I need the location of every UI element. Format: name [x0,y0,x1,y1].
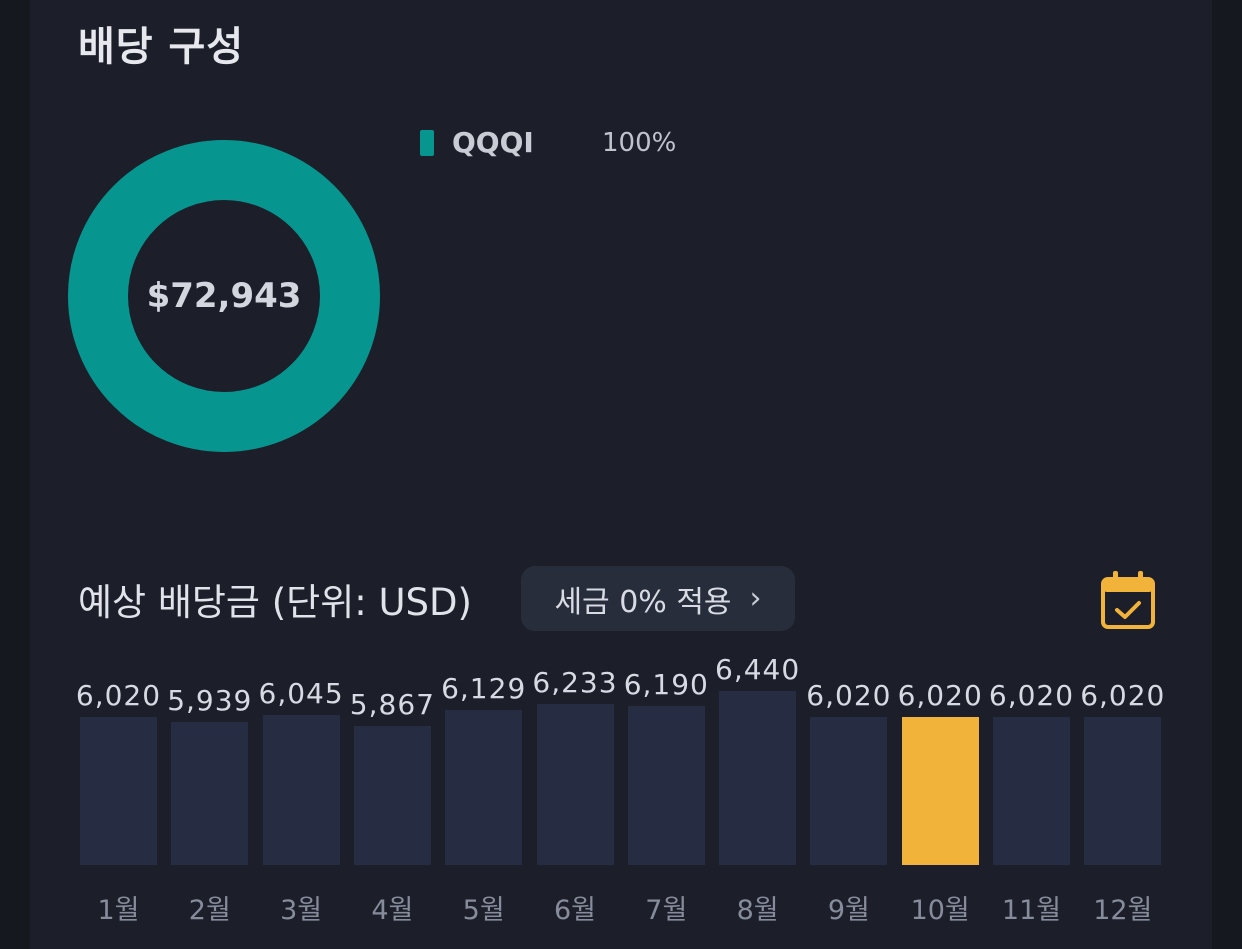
bar-6[interactable] [536,703,614,865]
bar-10[interactable] [901,717,979,865]
month-label: 8월 [736,895,779,926]
bar-12[interactable] [1084,717,1162,865]
bar-5[interactable] [445,710,523,865]
month-label: 9월 [827,895,870,926]
estimate-title: 예상 배당금 (단위: USD) [78,581,472,624]
legend-item: QQQI 100% [420,126,676,159]
bar-value-label: 6,233 [532,665,618,699]
legend-name: QQQI [452,126,534,159]
composition-title: 배당 구성 [78,24,245,70]
month-label: 1월 [97,895,140,926]
month-label: 4월 [371,895,414,926]
bar-value-label: 5,939 [167,684,253,718]
bar-value-label: 6,020 [75,679,162,712]
tax-apply-button[interactable]: 세금 0% 적용 › [521,566,795,631]
chevron-right-icon: › [749,581,762,616]
legend-percent: 100% [602,127,677,158]
bar-value-label: 5,867 [349,688,435,722]
bar-7[interactable] [627,706,705,865]
bar-4[interactable] [353,726,431,865]
month-label: 11월 [1001,895,1062,926]
bar-2[interactable] [171,722,249,865]
bar-value-label: 6,020 [806,679,892,712]
monthly-bar-chart: 6,020 1월 5,939 2월 6,045 3월 5,867 4월 6,129 5월 6,233… [30,0,1212,949]
month-label: 2월 [188,895,231,926]
bar-8[interactable] [719,690,797,865]
month-label: 6월 [553,895,597,926]
tax-button-label: 세금 0% 적용 [554,584,732,620]
bar-value-label: 6,020 [897,679,983,712]
bar-value-label: 6,045 [258,677,344,711]
dividend-card: 배당 구성 $72,943 QQQI 100% 예상 배당금 (단위: USD)… [30,0,1212,949]
bar-9[interactable] [810,717,888,865]
month-label: 3월 [280,895,323,926]
donut-chart[interactable]: $72,943 [68,140,380,452]
calendar-check-icon[interactable] [1100,571,1156,631]
donut-ring [68,140,380,452]
legend-swatch [420,129,434,156]
donut-total: $72,943 [146,276,302,316]
bar-value-label: 6,020 [1080,679,1166,712]
bar-value-label: 6,190 [623,668,709,702]
month-label: 10월 [910,895,970,926]
month-label: 5월 [462,895,505,926]
bar-11[interactable] [993,717,1070,865]
month-label: 12월 [1093,895,1153,926]
bar-value-label: 6,129 [441,672,527,706]
bar-value-label: 6,440 [715,652,801,686]
month-label: 7월 [645,895,688,926]
bar-3[interactable] [262,715,340,865]
bar-value-label: 6,020 [988,679,1075,712]
bar-1[interactable] [80,717,157,865]
